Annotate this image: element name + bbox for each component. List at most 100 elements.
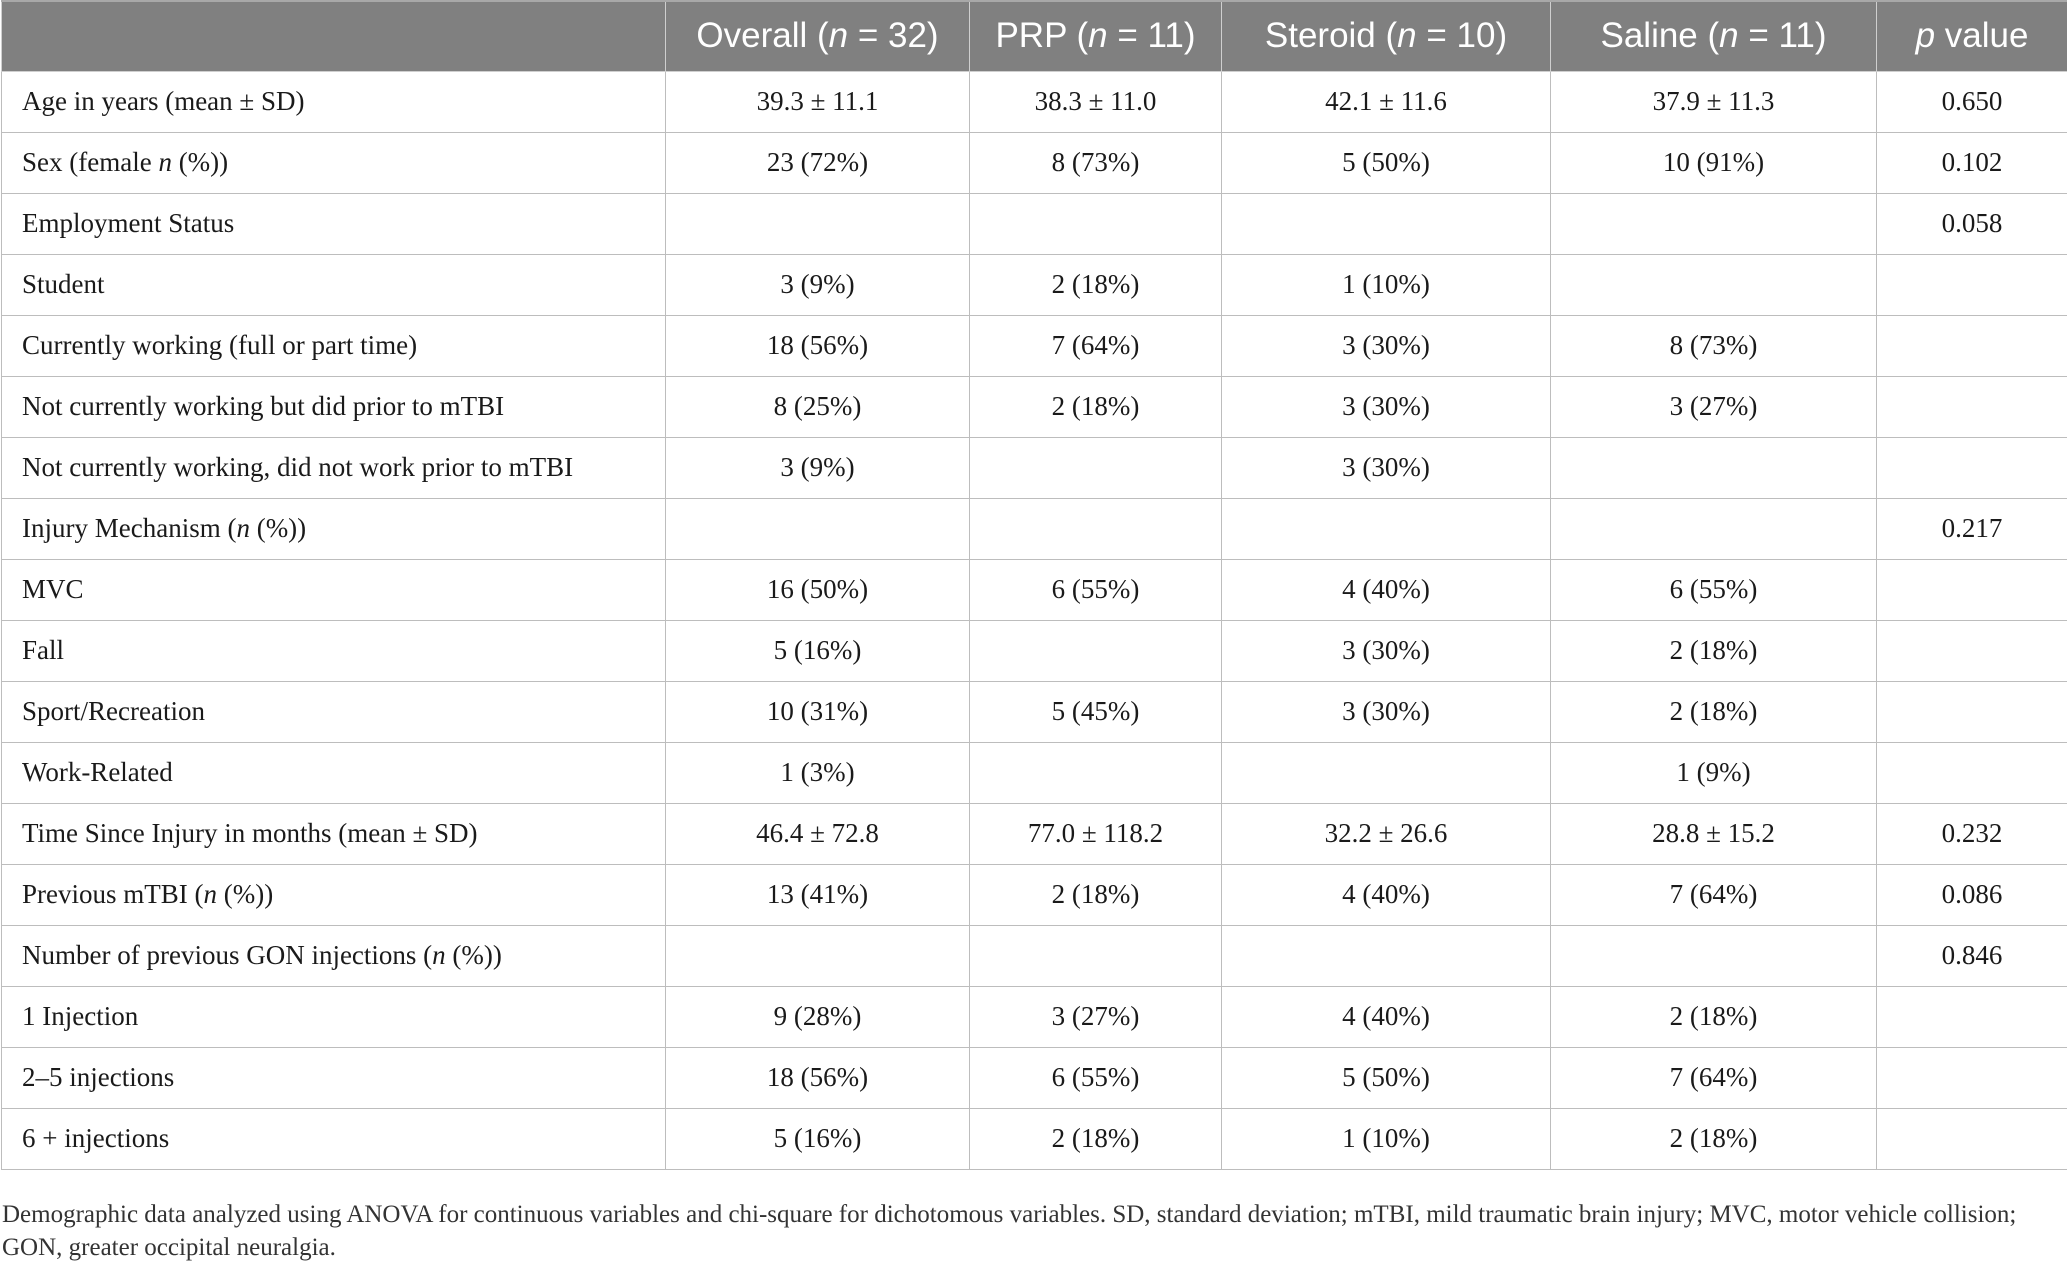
table-row: Sex (female n (%)) 23 (72%) 8 (73%) 5 (50%)… (1, 131, 2067, 194)
cell-overall: 18 (56%) (665, 314, 970, 377)
table-footnote: Demographic data analyzed using ANOVA fo… (2, 1201, 2017, 1261)
table-row: Fall 5 (16%) 3 (30%) 2 (18%) (1, 619, 2067, 682)
row-label: Time Since Injury in months (mean ± SD) (1, 802, 666, 865)
cell-prp (969, 497, 1222, 560)
table-row: Sport/Recreation 10 (31%) 5 (45%) 3 (30%) 2 … (1, 680, 2067, 743)
table-row: 6 + injections 5 (16%) 2 (18%) 1 (10%) 2 (18… (1, 1107, 2067, 1170)
cell-steroid: 3 (30%) (1221, 680, 1551, 743)
row-label: 2–5 injections (1, 1046, 666, 1109)
row-label-pre: Student (22, 269, 105, 299)
table-row: Previous mTBI (n (%)) 13 (41%) 2 (18%) 4 (4… (1, 863, 2067, 926)
row-label: Sport/Recreation (1, 680, 666, 743)
cell-saline (1550, 497, 1877, 560)
cell-saline (1550, 192, 1877, 255)
header-steroid: Steroid (n = 10) (1221, 0, 1551, 72)
row-label: Previous mTBI (n (%)) (1, 863, 666, 926)
header-overall-pre: Overall ( (696, 16, 829, 56)
cell-overall: 46.4 ± 72.8 (665, 802, 970, 865)
demographics-table: Overall (n = 32) PRP (n = 11) Steroid (n =… (1, 0, 2067, 1170)
cell-steroid: 4 (40%) (1221, 558, 1551, 621)
cell-p-value (1876, 436, 2067, 499)
header-p-value-post: value (1935, 16, 2029, 56)
header-p-value-it: p (1915, 16, 1936, 56)
header-steroid-pre: Steroid ( (1264, 16, 1398, 56)
cell-p-value: 0.058 (1876, 192, 2067, 255)
header-prp: PRP (n = 11) (969, 0, 1222, 72)
header-overall-it: n (828, 16, 849, 56)
cell-saline: 37.9 ± 11.3 (1550, 70, 1877, 133)
row-label-pre: Sport/Recreation (22, 696, 205, 726)
row-label-pre: Number of previous GON injections ( (22, 940, 433, 970)
cell-saline: 2 (18%) (1550, 619, 1877, 682)
cell-prp: 3 (27%) (969, 985, 1222, 1048)
cell-p-value (1876, 253, 2067, 316)
table-row: Currently working (full or part time) 18 … (1, 314, 2067, 377)
cell-steroid (1221, 497, 1551, 560)
row-label-pre: 2–5 injections (22, 1062, 175, 1092)
row-label-it: n (203, 879, 218, 909)
header-prp-pre: PRP ( (995, 16, 1089, 56)
cell-prp (969, 192, 1222, 255)
cell-overall (665, 192, 970, 255)
table-body: Age in years (mean ± SD) 39.3 ± 11.1 38.3 … (1, 70, 2067, 1170)
cell-saline: 2 (18%) (1550, 680, 1877, 743)
cell-steroid: 3 (30%) (1221, 436, 1551, 499)
cell-prp: 2 (18%) (969, 863, 1222, 926)
cell-saline: 2 (18%) (1550, 985, 1877, 1048)
cell-saline: 1 (9%) (1550, 741, 1877, 804)
header-steroid-post: = 10) (1416, 16, 1508, 56)
cell-steroid: 3 (30%) (1221, 619, 1551, 682)
row-label: Age in years (mean ± SD) (1, 70, 666, 133)
cell-p-value: 0.102 (1876, 131, 2067, 194)
cell-p-value (1876, 1107, 2067, 1170)
header-overall-post: = 32) (848, 16, 939, 56)
row-label: Fall (1, 619, 666, 682)
header-overall: Overall (n = 32) (665, 0, 970, 72)
cell-steroid: 32.2 ± 26.6 (1221, 802, 1551, 865)
cell-steroid: 3 (30%) (1221, 314, 1551, 377)
table-header-row: Overall (n = 32) PRP (n = 11) Steroid (n =… (1, 0, 2067, 72)
table-row: Not currently working, did not work prio… (1, 436, 2067, 499)
cell-overall: 10 (31%) (665, 680, 970, 743)
row-label-pre: 6 + injections (22, 1123, 170, 1153)
cell-overall: 8 (25%) (665, 375, 970, 438)
cell-saline: 6 (55%) (1550, 558, 1877, 621)
row-label-it: n (236, 513, 250, 543)
row-label-pre: Time Since Injury in months (mean ± SD) (22, 818, 478, 848)
header-blank (1, 0, 666, 72)
cell-p-value: 0.217 (1876, 497, 2067, 560)
cell-steroid (1221, 741, 1551, 804)
cell-p-value (1876, 985, 2067, 1048)
cell-p-value (1876, 741, 2067, 804)
row-label-post: (%)) (171, 147, 229, 177)
row-label-post: (%)) (217, 879, 274, 909)
cell-overall: 5 (16%) (665, 1107, 970, 1170)
header-saline-it: n (1719, 16, 1739, 56)
cell-prp: 5 (45%) (969, 680, 1222, 743)
row-label: Sex (female n (%)) (1, 131, 666, 194)
row-label-pre: Not currently working but did prior to m… (22, 391, 505, 421)
cell-saline (1550, 924, 1877, 987)
cell-steroid (1221, 924, 1551, 987)
row-label-pre: Injury Mechanism ( (22, 513, 237, 543)
cell-overall (665, 497, 970, 560)
row-label: Not currently working but did prior to m… (1, 375, 666, 438)
header-prp-post: = 11) (1107, 16, 1196, 56)
cell-saline: 8 (73%) (1550, 314, 1877, 377)
row-label-pre: 1 Injection (22, 1001, 139, 1031)
table-row: Time Since Injury in months (mean ± SD) 4… (1, 802, 2067, 865)
row-label-pre: Work-Related (22, 757, 173, 787)
cell-saline: 7 (64%) (1550, 1046, 1877, 1109)
cell-overall: 13 (41%) (665, 863, 970, 926)
cell-overall: 9 (28%) (665, 985, 970, 1048)
cell-saline (1550, 436, 1877, 499)
table-row: Not currently working but did prior to m… (1, 375, 2067, 438)
row-label: Injury Mechanism (n (%)) (1, 497, 666, 560)
cell-prp: 2 (18%) (969, 1107, 1222, 1170)
cell-prp: 2 (18%) (969, 253, 1222, 316)
cell-saline: 28.8 ± 15.2 (1550, 802, 1877, 865)
cell-overall (665, 924, 970, 987)
cell-saline: 7 (64%) (1550, 863, 1877, 926)
cell-overall: 3 (9%) (665, 436, 970, 499)
cell-p-value (1876, 1046, 2067, 1109)
